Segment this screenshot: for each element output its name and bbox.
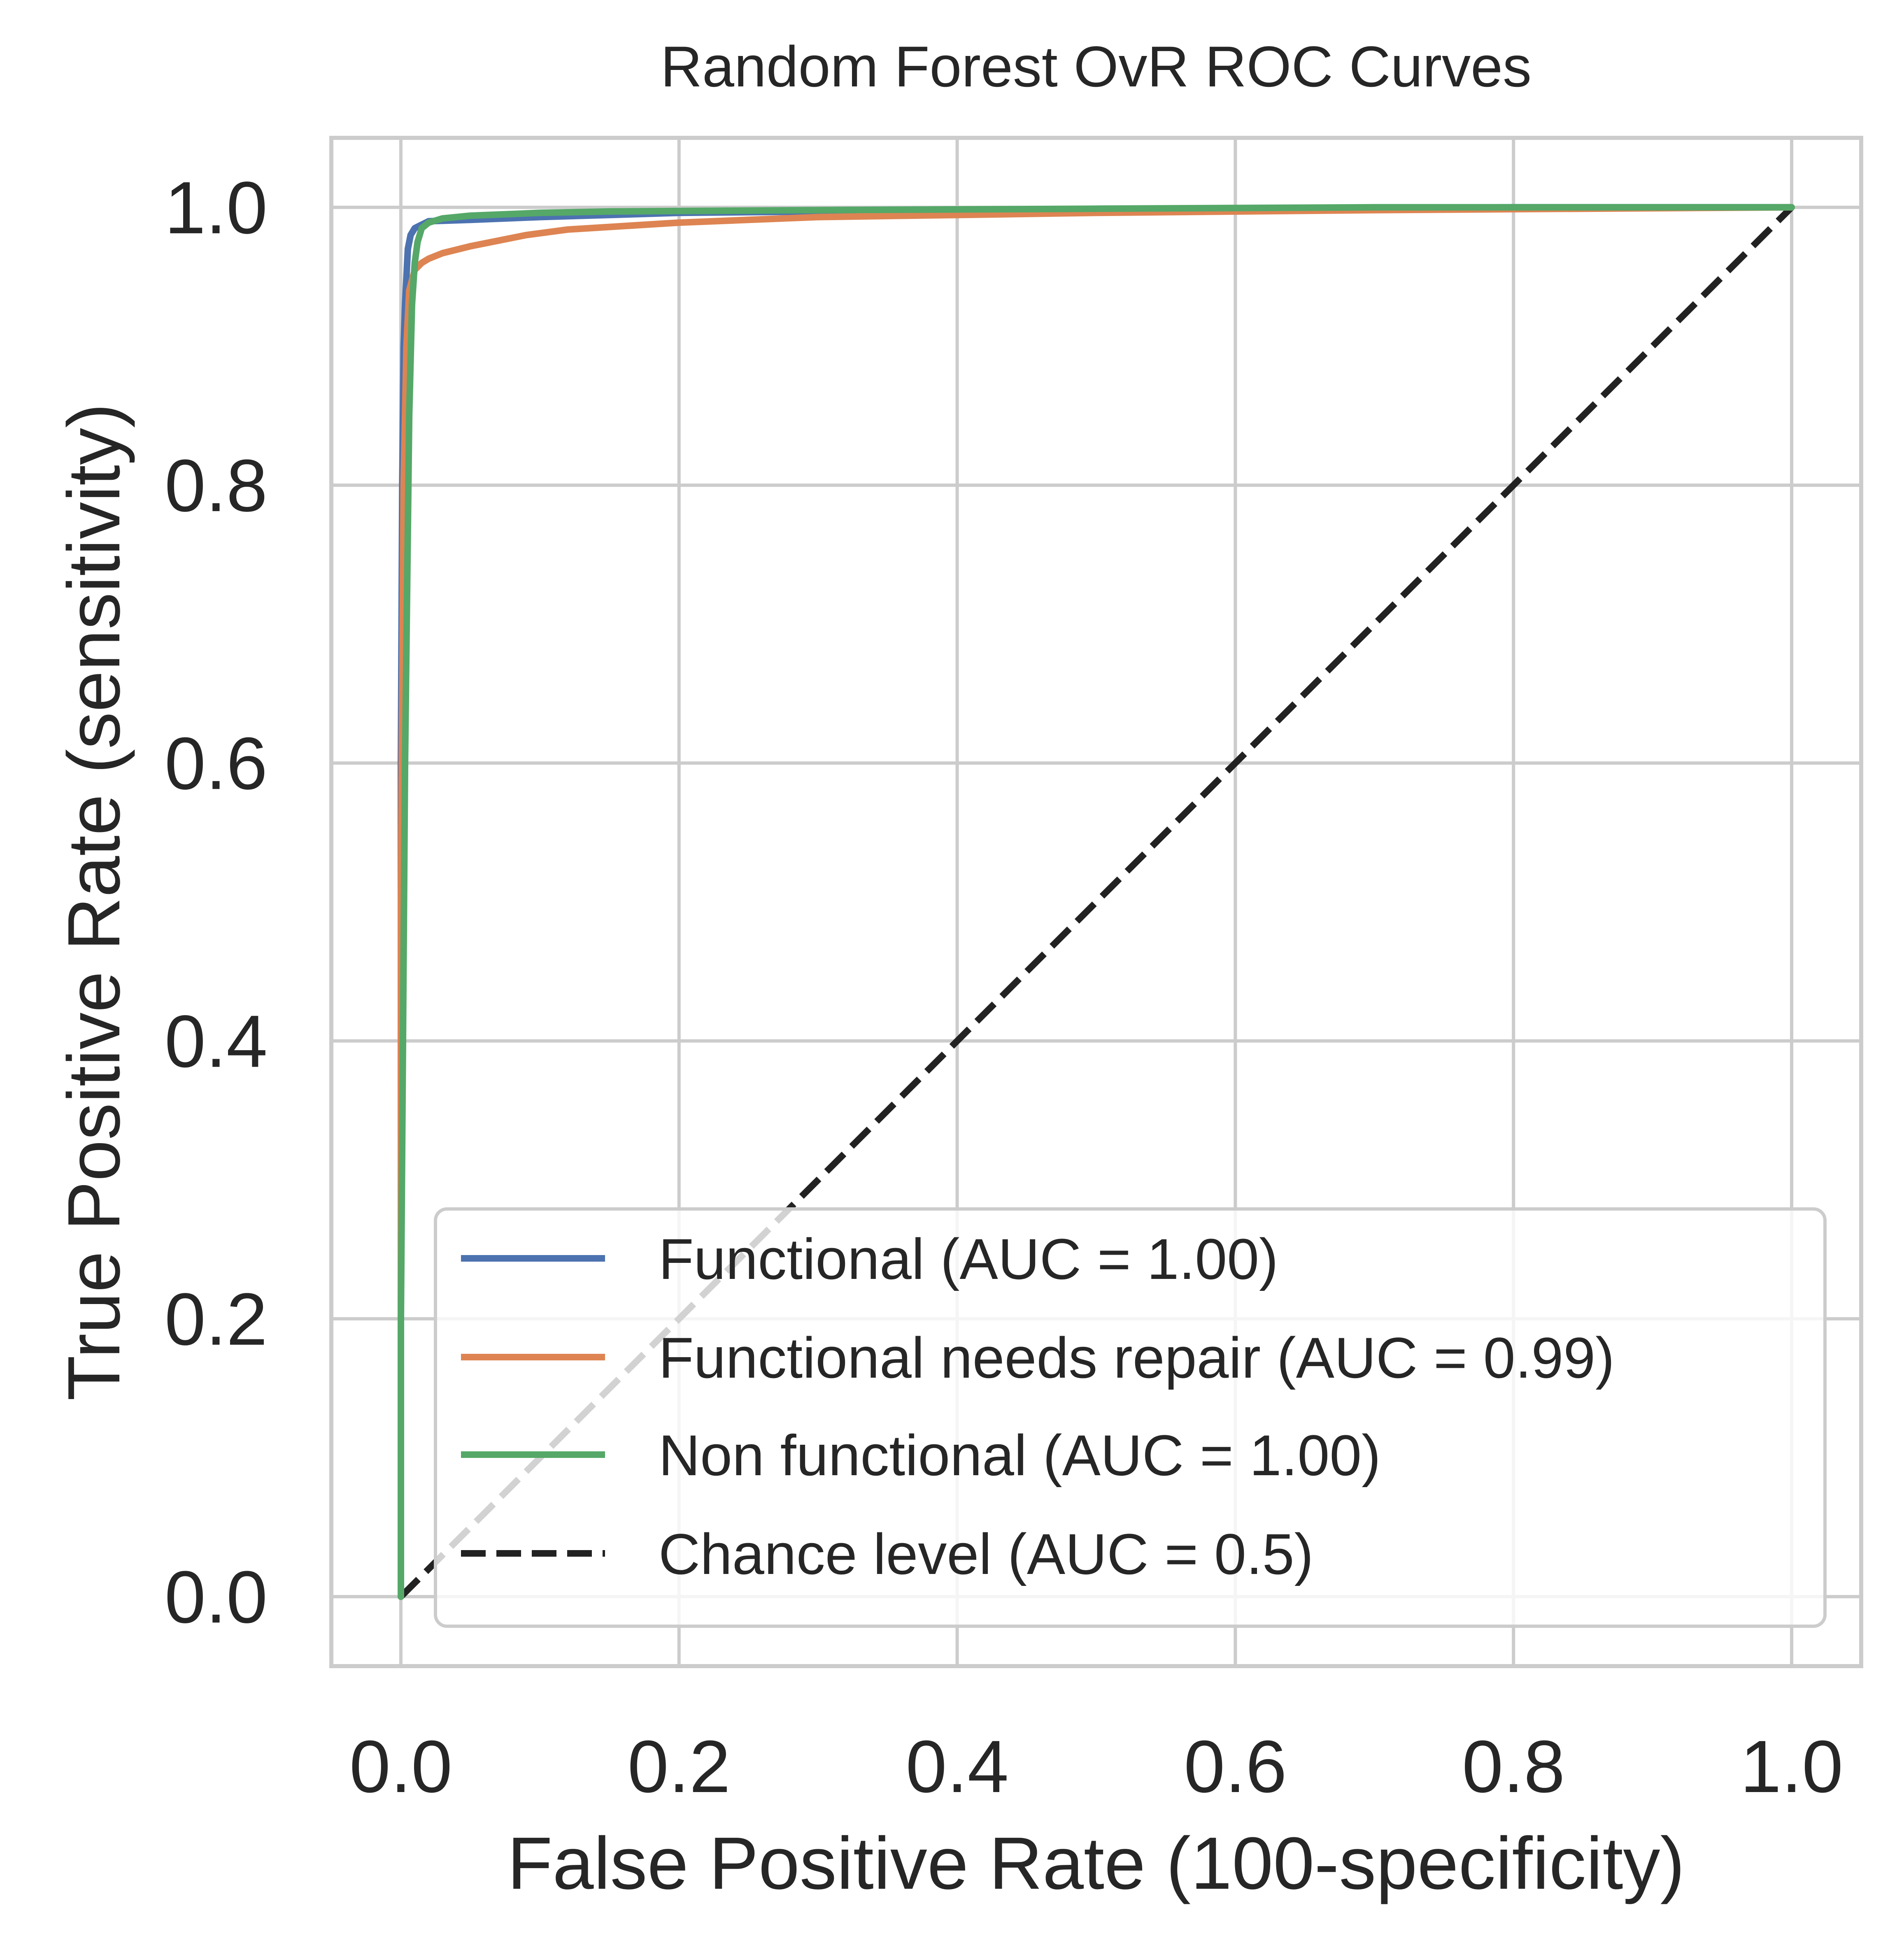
x-tick-label: 0.4 xyxy=(905,1725,1008,1808)
legend-box xyxy=(434,1207,1827,1628)
x-tick-labels: 0.0 0.2 0.4 0.6 0.8 1.0 xyxy=(349,1725,1843,1808)
x-tick-label: 0.2 xyxy=(628,1725,731,1808)
chart-title: Random Forest OvR ROC Curves xyxy=(661,34,1532,99)
x-tick-label: 0.8 xyxy=(1462,1725,1565,1808)
legend-label: Non functional (AUC = 1.00) xyxy=(659,1423,1381,1488)
y-tick-label: 0.0 xyxy=(165,1556,268,1639)
y-tick-label: 0.6 xyxy=(165,722,268,805)
y-tick-label: 0.8 xyxy=(165,444,268,527)
y-tick-label: 1.0 xyxy=(165,167,268,249)
x-tick-label: 0.6 xyxy=(1184,1725,1287,1808)
y-tick-label: 0.2 xyxy=(165,1278,268,1361)
series-line-1 xyxy=(398,204,1795,1600)
legend-label: Functional needs repair (AUC = 0.99) xyxy=(659,1325,1615,1390)
legend-label: Chance level (AUC = 0.5) xyxy=(659,1522,1313,1586)
legend-label: Functional (AUC = 1.00) xyxy=(659,1227,1278,1291)
plot-frame xyxy=(329,136,1863,1668)
y-axis-label: True Positive Rate (sensitivity) xyxy=(53,403,135,1401)
y-tick-labels: 0.0 0.2 0.4 0.6 0.8 1.0 xyxy=(165,167,268,1639)
series-line-2 xyxy=(398,204,1795,1600)
x-axis-label: False Positive Rate (100-specificity) xyxy=(507,1822,1685,1905)
legend: Functional (AUC = 1.00) Functional needs … xyxy=(434,1207,1827,1628)
x-tick-label: 0.0 xyxy=(349,1725,452,1808)
y-tick-label: 0.4 xyxy=(165,1000,268,1083)
x-tick-label: 1.0 xyxy=(1740,1725,1843,1808)
